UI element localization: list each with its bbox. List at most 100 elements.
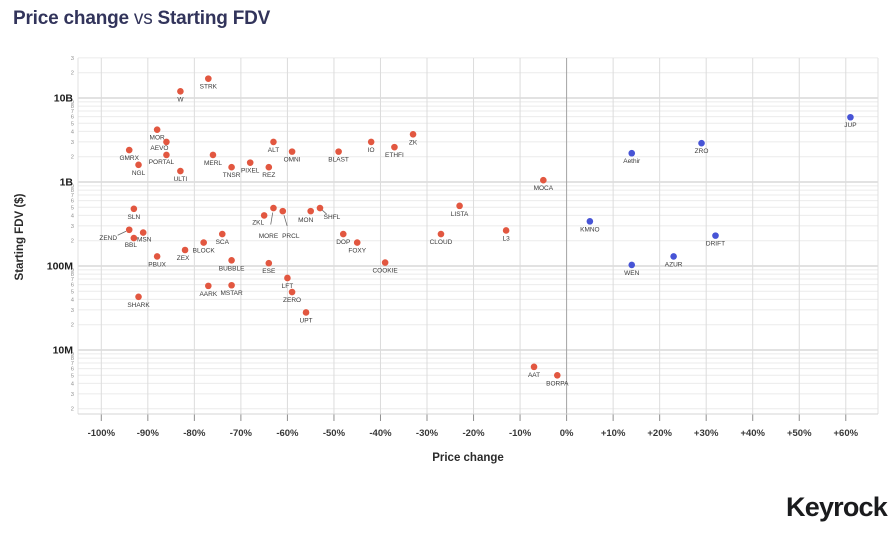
data-point-LISTA — [456, 202, 463, 210]
data-point-STRK — [205, 75, 212, 82]
data-point-label: PRCL — [282, 233, 300, 240]
y-minor-tick-label: 7 — [71, 193, 74, 199]
x-tick-label: -100% — [88, 428, 116, 439]
y-minor-tick-label: 6 — [71, 283, 74, 289]
data-point-label: GMRX — [119, 155, 139, 162]
x-tick-label: -20% — [462, 428, 485, 439]
data-point-label: SHARK — [127, 302, 150, 309]
leader-line — [117, 230, 127, 236]
x-tick-label: +30% — [694, 428, 719, 439]
data-point-PRCL — [279, 207, 287, 215]
y-minor-tick-label: 3 — [71, 308, 74, 314]
data-point-label: DRIFT — [706, 241, 725, 248]
data-point-label: OMNI — [284, 157, 301, 164]
data-point-label: BBL — [125, 242, 138, 249]
y-minor-tick-label: 4 — [71, 129, 75, 135]
data-point-label: ULTI — [174, 176, 188, 183]
data-point-MOR — [153, 126, 161, 133]
data-point-SCA — [218, 230, 226, 238]
y-minor-tick-label: 2 — [71, 323, 74, 329]
data-point-label: MOCA — [534, 185, 554, 192]
data-point-SHFL — [316, 204, 324, 212]
leader-line — [321, 209, 327, 215]
x-tick-label: -80% — [183, 428, 206, 439]
y-minor-tick-label: 2 — [71, 155, 74, 161]
y-minor-tick-label: 8 — [71, 356, 74, 362]
data-point-BLOCK — [200, 239, 207, 246]
y-tick-label: 10B — [54, 93, 74, 105]
data-point-BBL — [130, 234, 138, 242]
y-tick-label: 1B — [60, 177, 74, 189]
y-minor-tick-label: 6 — [71, 199, 74, 205]
data-point-label: PBUX — [148, 261, 166, 268]
data-point-MOCA — [540, 176, 547, 184]
data-point-label: W — [177, 96, 184, 103]
data-point-label: ZEND — [99, 235, 117, 242]
data-point-MON — [307, 207, 314, 215]
x-tick-label: -10% — [509, 428, 532, 439]
data-point-label: COOKIE — [372, 268, 398, 275]
data-point-PIXEL — [246, 159, 254, 166]
x-tick-label: +10% — [601, 428, 626, 439]
y-minor-tick-label: 8 — [71, 188, 74, 194]
data-point-MSTAR — [228, 281, 235, 289]
data-point-TNSR — [228, 163, 235, 171]
y-minor-tick-label: 7 — [71, 109, 74, 115]
chart-title-part3: Starting FDV — [157, 8, 271, 29]
data-point-label: ALT — [268, 147, 279, 154]
data-point-label: ZERO — [283, 297, 301, 304]
data-point-FOXY — [353, 239, 361, 246]
x-tick-label: -30% — [416, 428, 439, 439]
y-minor-tick-label: 7 — [71, 361, 74, 367]
data-point-UPT — [302, 309, 310, 316]
data-point-SLN — [130, 205, 138, 213]
x-axis-label: Price change — [432, 452, 504, 464]
data-point-CLOUD — [437, 230, 445, 238]
data-point-ETHFI — [391, 143, 398, 151]
data-point-label: REZ — [262, 172, 275, 179]
data-point-label: AEVO — [150, 145, 168, 152]
data-point-label: ETHFI — [385, 152, 404, 159]
chart-title: Price change vs Starting FDV — [13, 8, 270, 30]
data-point-label: MSN — [137, 237, 152, 244]
data-point-label: PIXEL — [241, 168, 260, 175]
data-point-ZK — [409, 130, 417, 138]
x-tick-label: -50% — [323, 428, 346, 439]
data-point-SHARK — [135, 293, 142, 301]
y-minor-tick-label: 2 — [71, 239, 74, 245]
x-tick-label: -40% — [369, 428, 392, 439]
data-point-ZRO — [698, 139, 705, 147]
data-point-label: WEN — [624, 270, 639, 277]
data-point-ALT — [270, 138, 277, 146]
x-tick-label: -90% — [137, 428, 160, 439]
data-point-label: SHFL — [324, 214, 341, 221]
x-tick-label: +60% — [833, 428, 858, 439]
data-point-label: CLOUD — [430, 239, 453, 246]
data-point-label: Aethir — [623, 158, 641, 165]
data-point-COOKIE — [381, 259, 389, 266]
data-point-MERL — [209, 151, 217, 159]
y-axis-label: Starting FDV ($) — [14, 193, 26, 281]
data-point-ZERO — [288, 288, 296, 296]
data-point-label: TNSR — [223, 172, 241, 179]
data-point-LFT — [284, 274, 291, 282]
data-point-label: AARK — [199, 291, 217, 298]
data-point-label: BLAST — [328, 157, 349, 164]
y-minor-tick-label: 3 — [71, 140, 74, 146]
y-minor-tick-label: 7 — [71, 277, 74, 283]
data-point-label: SCA — [216, 239, 230, 246]
data-point-label: ZKL — [252, 219, 264, 226]
y-minor-tick-label: 9 — [71, 184, 74, 190]
data-point-MSN — [139, 229, 147, 236]
data-point-label: FOXY — [348, 248, 366, 255]
y-tick-label: 10M — [53, 345, 74, 357]
data-point-AZUR — [670, 253, 677, 260]
x-tick-label: +50% — [787, 428, 812, 439]
data-point-KMNO — [586, 218, 594, 225]
data-point-label: BORPA — [546, 380, 569, 387]
data-point-BLAST — [335, 148, 342, 155]
data-point-PORTAL — [163, 151, 170, 159]
data-point-W — [177, 88, 184, 95]
data-point-label: ZK — [409, 139, 418, 146]
